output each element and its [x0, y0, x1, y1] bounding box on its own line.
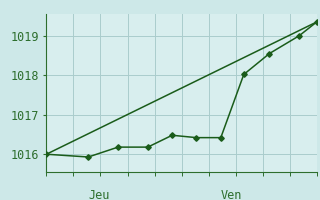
Text: Jeu: Jeu — [88, 189, 110, 200]
Text: Ven: Ven — [221, 189, 242, 200]
